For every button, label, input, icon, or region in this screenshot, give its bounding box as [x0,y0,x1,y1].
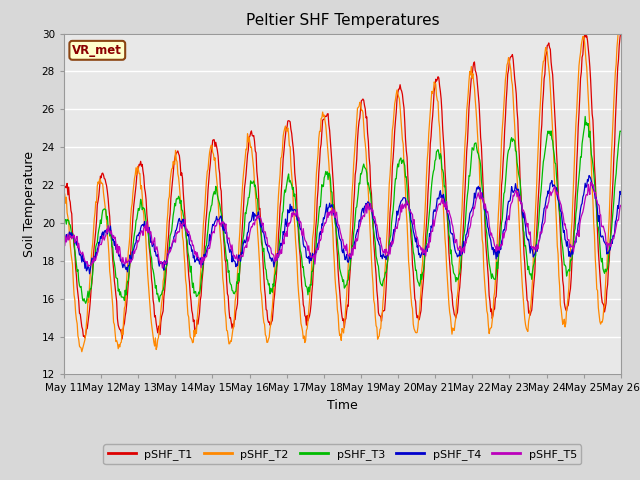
pSHF_T1 [428,133,435,139]
Text: VR_met: VR_met [72,44,122,57]
pSHF_T4 [185,232,193,238]
pSHF_T2 [411,328,419,334]
Line: pSHF_T5: pSHF_T5 [64,182,621,268]
pSHF_T1 [70,243,78,249]
pSHF_T1 [214,153,222,159]
pSHF_T1 [118,336,126,342]
pSHF_T2 [214,198,222,204]
pSHF_T1 [411,296,419,301]
pSHF_T1 [617,29,625,35]
pSHF_T3 [411,260,419,266]
Y-axis label: Soil Temperature: Soil Temperature [23,151,36,257]
pSHF_T1 [185,272,193,278]
pSHF_T2 [70,292,78,298]
pSHF_T2 [614,24,622,29]
pSHF_T5 [185,228,193,234]
pSHF_T5 [617,203,625,208]
pSHF_T5 [70,232,78,238]
pSHF_T4 [428,223,435,229]
X-axis label: Time: Time [327,399,358,412]
Title: Peltier SHF Temperatures: Peltier SHF Temperatures [246,13,439,28]
Line: pSHF_T2: pSHF_T2 [64,26,621,352]
pSHF_T3 [128,255,136,261]
Line: pSHF_T4: pSHF_T4 [64,176,621,274]
pSHF_T5 [127,257,135,263]
pSHF_T2 [185,314,193,320]
pSHF_T5 [587,179,595,185]
pSHF_T3 [428,188,435,194]
pSHF_T2 [78,349,86,355]
pSHF_T5 [428,229,435,235]
pSHF_T1 [60,181,68,187]
pSHF_T2 [428,98,435,104]
pSHF_T5 [159,265,166,271]
pSHF_T2 [60,190,68,196]
pSHF_T3 [70,238,78,244]
pSHF_T4 [617,191,625,197]
pSHF_T2 [617,27,625,33]
Legend: pSHF_T1, pSHF_T2, pSHF_T3, pSHF_T4, pSHF_T5: pSHF_T1, pSHF_T2, pSHF_T3, pSHF_T4, pSHF… [103,444,582,464]
pSHF_T5 [214,218,222,224]
pSHF_T3 [214,196,222,202]
pSHF_T3 [581,114,589,120]
pSHF_T4 [60,238,68,244]
pSHF_T3 [617,128,625,134]
pSHF_T3 [82,300,90,306]
pSHF_T1 [128,227,136,233]
pSHF_T5 [411,226,419,231]
pSHF_T2 [128,201,136,206]
pSHF_T3 [185,253,193,259]
pSHF_T4 [214,218,222,224]
pSHF_T4 [411,235,419,241]
pSHF_T5 [60,242,68,248]
pSHF_T4 [128,249,136,255]
Line: pSHF_T1: pSHF_T1 [64,32,621,339]
pSHF_T4 [86,271,93,276]
pSHF_T4 [70,234,78,240]
Line: pSHF_T3: pSHF_T3 [64,117,621,303]
pSHF_T4 [585,173,593,179]
pSHF_T3 [60,216,68,221]
